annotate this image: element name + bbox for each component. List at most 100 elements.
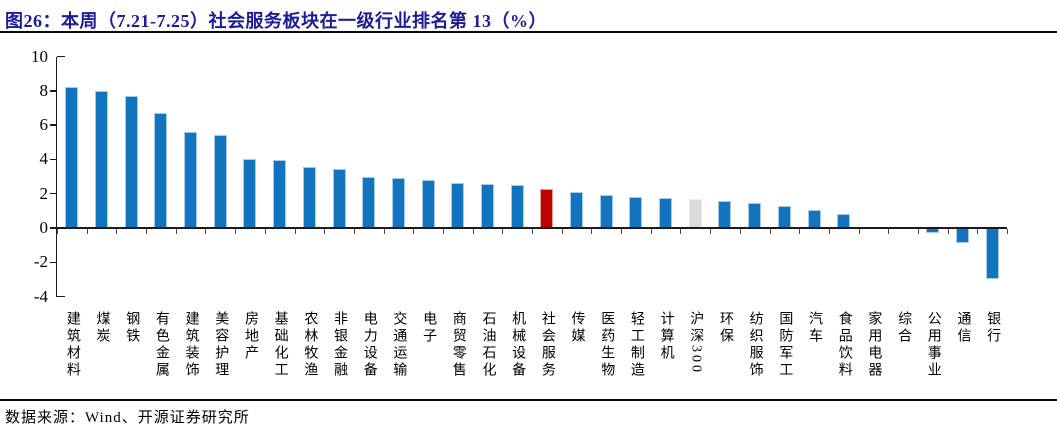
- x-tick-label: 纺织服饰: [747, 311, 763, 379]
- x-tick-label: 食品饮料: [836, 311, 852, 379]
- x-axis-tick: [502, 229, 504, 234]
- x-tick-label: 有色金属: [153, 311, 169, 379]
- bar-建筑材料: [65, 87, 79, 228]
- bar-医药生物: [599, 195, 613, 228]
- bar-纺织服饰: [748, 203, 762, 228]
- x-tick-label: 银行: [985, 311, 1001, 345]
- y-axis-tick: [49, 124, 56, 126]
- data-source: 数据来源：Wind、开源证券研究所: [5, 410, 250, 426]
- bar-建筑装饰: [184, 131, 198, 228]
- y-axis-tick: [49, 227, 56, 229]
- x-tick-label: 沪深300: [688, 311, 704, 375]
- x-tick-label: 公用事业: [925, 311, 941, 379]
- x-axis-tick: [264, 229, 266, 234]
- y-axis-tick: [49, 90, 56, 92]
- x-axis-tick: [621, 229, 623, 234]
- x-tick-label: 环保: [717, 311, 733, 345]
- x-axis-baseline: [57, 227, 1007, 229]
- bar-沪深300: [688, 198, 702, 228]
- bar-chart: 10 8 6 4 2 0 -2 -4 建筑材料 煤炭 钢铁 有色金属 建筑装饰 美容护理 房地产 基础化工 农林…: [31, 46, 1008, 379]
- bar-传媒: [570, 191, 584, 228]
- x-axis-tick: [442, 229, 444, 234]
- x-axis-tick: [650, 229, 652, 234]
- x-tick-label: 交通运输: [391, 311, 407, 379]
- y-tick-label: 8: [39, 80, 49, 100]
- y-axis-endcap: [57, 55, 65, 58]
- x-axis-tick: [947, 229, 949, 234]
- x-tick-label: 机械设备: [510, 311, 526, 379]
- x-tick-label: 建筑装饰: [183, 311, 199, 379]
- y-axis-line: [55, 56, 57, 297]
- y-tick-label: -4: [33, 286, 48, 306]
- x-tick-label: 非银金融: [332, 311, 348, 379]
- x-axis-tick: [828, 229, 830, 234]
- x-tick-label: 美容护理: [213, 311, 229, 379]
- x-axis-tick: [413, 229, 415, 234]
- x-axis-tick: [383, 229, 385, 234]
- bar-美容护理: [213, 135, 227, 228]
- x-axis-tick: [977, 229, 979, 234]
- x-axis-tick: [116, 229, 118, 234]
- bar-轻工制造: [629, 197, 643, 228]
- x-axis-tick: [739, 229, 741, 234]
- x-tick-label: 钢铁: [124, 311, 140, 345]
- x-tick-label: 汽车: [807, 311, 823, 345]
- bar-计算机: [659, 197, 673, 228]
- x-tick-label: 通信: [955, 311, 971, 345]
- x-axis-tick: [591, 229, 593, 234]
- x-axis-tick: [57, 229, 58, 234]
- x-tick-label: 煤炭: [94, 311, 110, 345]
- bar-交通运输: [391, 178, 405, 228]
- bar-银行: [985, 228, 999, 279]
- x-tick-label: 石油石化: [480, 311, 496, 379]
- x-tick-label: 农林牧渔: [302, 311, 318, 379]
- x-axis-tick: [799, 229, 801, 234]
- x-axis-tick: [294, 229, 296, 234]
- bar-非银金融: [332, 168, 346, 228]
- bar-石油石化: [480, 184, 494, 228]
- x-axis-tick: [324, 229, 326, 234]
- y-tick-label: 10: [31, 46, 48, 66]
- x-axis-tick: [235, 229, 237, 234]
- x-axis-tick: [858, 229, 860, 234]
- x-tick-label: 房地产: [242, 311, 258, 362]
- bar-商贸零售: [451, 183, 465, 228]
- x-axis-tick: [680, 229, 682, 234]
- bar-电力设备: [362, 176, 376, 228]
- y-tick-label: 6: [39, 115, 49, 135]
- bar-煤炭: [95, 90, 109, 228]
- x-tick-label: 医药生物: [599, 311, 615, 379]
- x-axis-tick: [561, 229, 563, 234]
- x-axis-tick: [888, 229, 890, 234]
- x-tick-label: 综合: [896, 311, 912, 345]
- y-axis-tick: [49, 158, 56, 161]
- x-axis-tick: [532, 229, 533, 234]
- y-axis-tick: [49, 261, 56, 264]
- bar-汽车: [807, 209, 821, 228]
- y-axis-endcap: [57, 295, 65, 298]
- bar-钢铁: [124, 95, 138, 228]
- bar-国防军工: [777, 205, 791, 228]
- x-tick-label: 电力设备: [361, 311, 377, 379]
- x-tick-label: 商贸零售: [450, 311, 466, 379]
- x-axis-tick: [472, 229, 474, 234]
- bar-机械设备: [510, 185, 524, 228]
- y-tick-label: 0: [39, 218, 49, 237]
- x-tick-label: 建筑材料: [64, 311, 80, 379]
- footer-divider: [0, 399, 1057, 401]
- bar-房地产: [243, 158, 257, 228]
- x-tick-label: 社会服务: [539, 311, 555, 379]
- bar-通信: [955, 228, 969, 243]
- bar-社会服务: [540, 188, 554, 228]
- x-tick-label: 国防军工: [777, 311, 793, 379]
- bar-食品饮料: [837, 214, 851, 228]
- x-tick-label: 传媒: [569, 311, 585, 345]
- y-tick-label: 2: [39, 183, 49, 203]
- bar-电子: [421, 179, 435, 228]
- x-tick-label: 基础化工: [272, 311, 288, 379]
- x-tick-label: 计算机: [658, 311, 674, 362]
- figure-title: 图26：本周（7.21-7.25）社会服务板块在一级行业排名第 13（%）: [5, 11, 547, 31]
- y-tick-label: -2: [33, 252, 48, 272]
- x-tick-label: 家用电器: [866, 311, 882, 379]
- x-axis-tick: [917, 229, 919, 234]
